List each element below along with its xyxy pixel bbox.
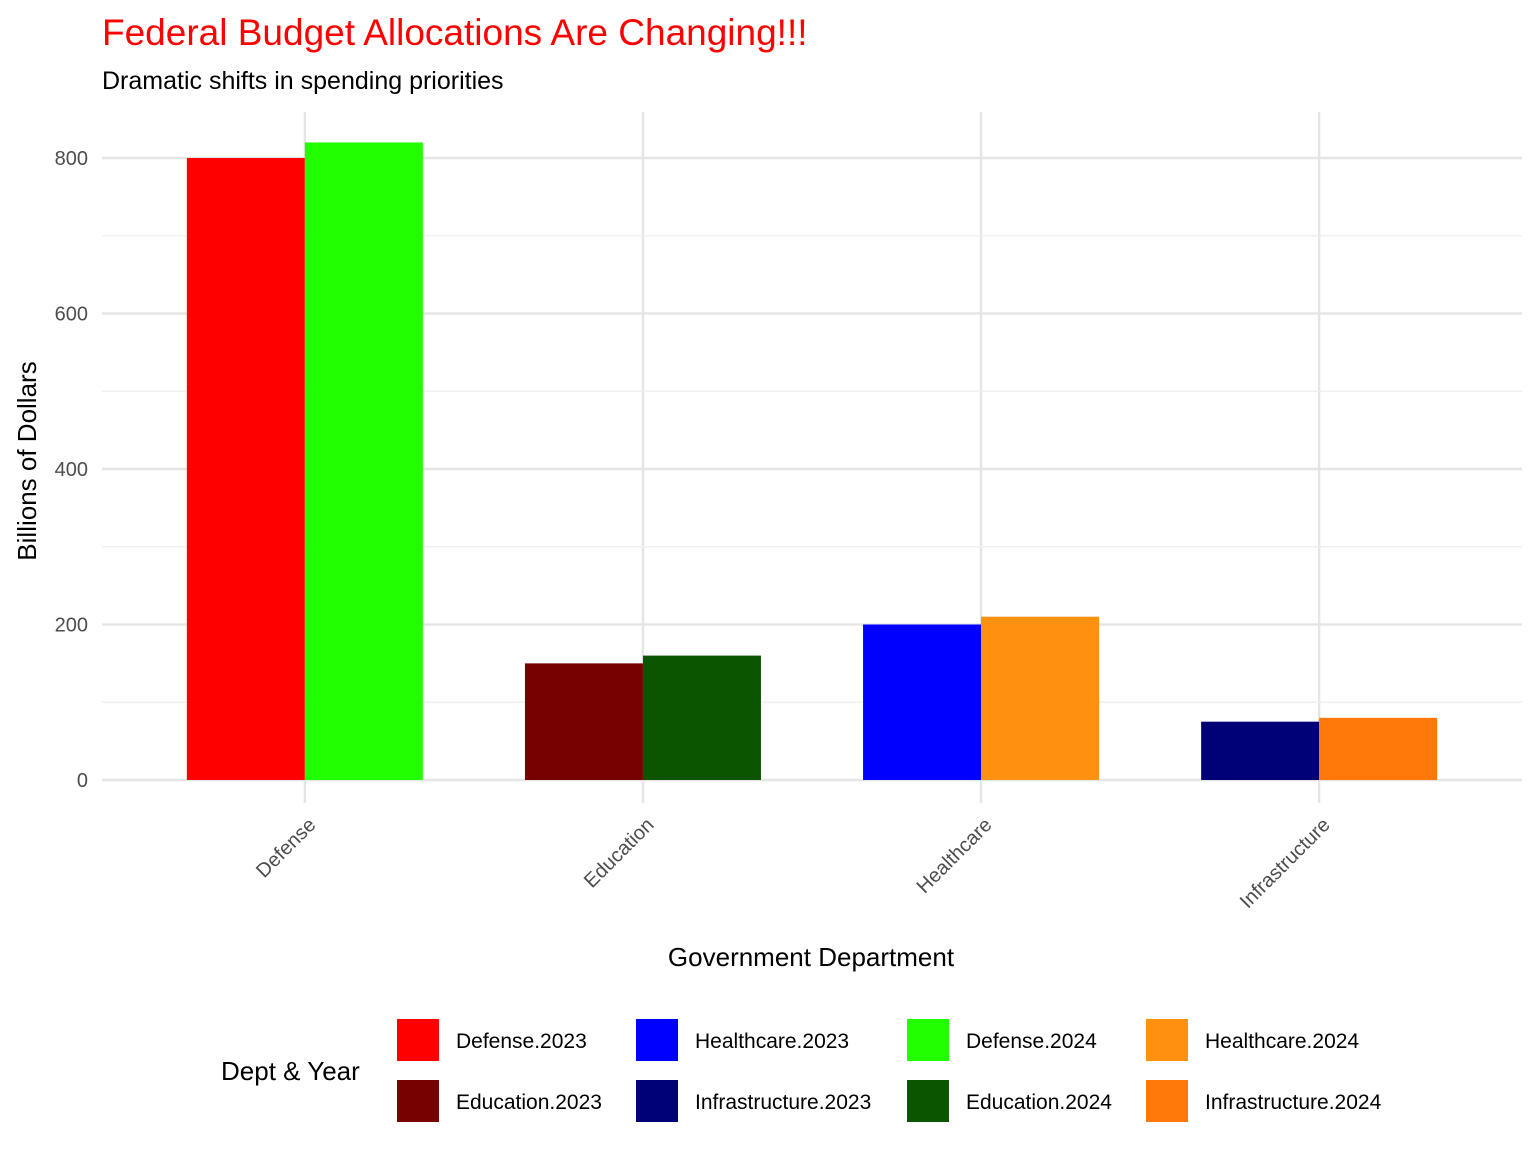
y-tick-label: 0 xyxy=(77,770,88,792)
bar-defense-2024 xyxy=(304,142,423,780)
legend-label: Infrastructure.2023 xyxy=(695,1091,871,1114)
legend-label: Infrastructure.2024 xyxy=(1205,1091,1382,1114)
bar-education-2023 xyxy=(524,663,643,780)
y-tick-label: 600 xyxy=(55,304,88,326)
y-tick-label: 400 xyxy=(55,459,88,481)
x-tick-label: Infrastructure xyxy=(1236,814,1335,913)
legend-key xyxy=(1146,1080,1188,1122)
legend-label: Healthcare.2024 xyxy=(1205,1030,1359,1053)
bar-education-2024 xyxy=(642,655,761,780)
bar-infrastructure-2024 xyxy=(1319,717,1438,780)
bar-healthcare-2024 xyxy=(981,616,1100,780)
bar-healthcare-2023 xyxy=(863,624,982,780)
legend-title: Dept & Year xyxy=(221,1056,360,1086)
legend-label: Education.2023 xyxy=(456,1091,602,1114)
chart-subtitle: Dramatic shifts in spending priorities xyxy=(102,67,504,95)
legend-key xyxy=(1146,1019,1188,1061)
legend-label: Healthcare.2023 xyxy=(695,1030,849,1053)
bars xyxy=(186,142,1438,780)
x-tick-label: Education xyxy=(580,814,658,892)
legend: Dept & Year Defense.2023 Education.2023 He… xyxy=(221,1019,1382,1122)
bar-defense-2023 xyxy=(186,158,305,780)
legend-key xyxy=(636,1019,678,1061)
x-axis-title: Government Department xyxy=(668,942,955,972)
legend-key xyxy=(907,1019,949,1061)
legend-label: Defense.2024 xyxy=(966,1030,1097,1053)
legend-label: Defense.2023 xyxy=(456,1030,587,1053)
y-axis-title: Billions of Dollars xyxy=(12,361,42,560)
x-axis-ticks: Defense Education Healthcare Infrastructure xyxy=(252,814,1335,913)
legend-key xyxy=(907,1080,949,1122)
chart-title: Federal Budget Allocations Are Changing!… xyxy=(102,12,808,53)
y-tick-label: 800 xyxy=(55,148,88,170)
y-tick-label: 200 xyxy=(55,615,88,637)
y-axis-ticks: 0 200 400 600 800 xyxy=(55,148,88,792)
legend-key xyxy=(636,1080,678,1122)
legend-label: Education.2024 xyxy=(966,1091,1112,1114)
x-tick-label: Defense xyxy=(252,814,320,882)
bar-infrastructure-2023 xyxy=(1201,721,1320,780)
legend-key xyxy=(397,1019,439,1061)
x-tick-label: Healthcare xyxy=(913,814,997,898)
legend-key xyxy=(397,1080,439,1122)
